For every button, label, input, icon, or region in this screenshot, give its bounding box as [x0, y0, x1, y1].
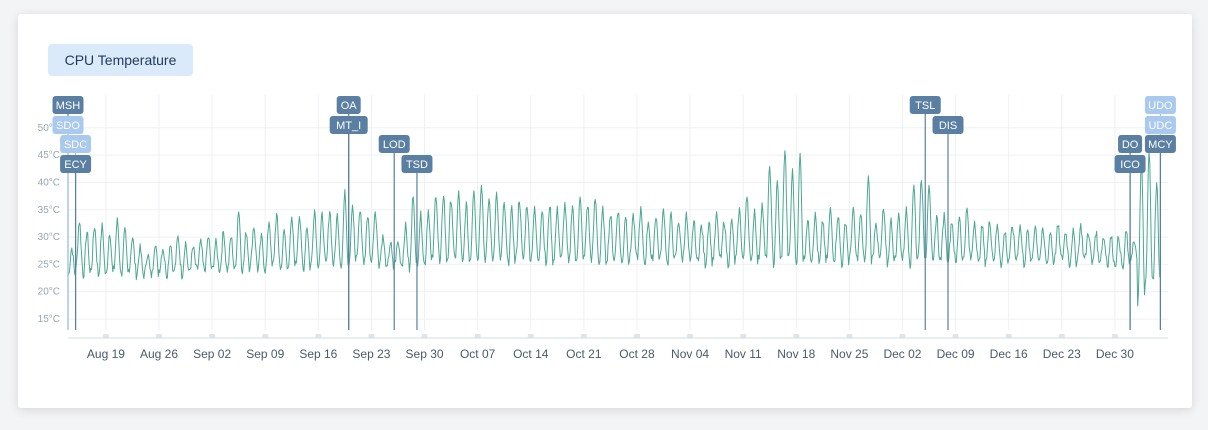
- x-tick-mark: [580, 334, 587, 338]
- x-tick-mark: [1058, 334, 1065, 338]
- x-tick-mark: [421, 334, 428, 338]
- x-tick-label: Nov 04: [671, 347, 709, 361]
- annotation-badge: [52, 96, 84, 114]
- annotation-label: MSH: [56, 100, 81, 112]
- x-tick-label: Dec 16: [990, 347, 1028, 361]
- annotation-badge: [1144, 116, 1176, 134]
- y-tick-label: 25°C: [38, 259, 60, 270]
- x-tick-label: Nov 11: [725, 347, 762, 361]
- x-tick-label: Nov 25: [830, 347, 868, 361]
- annotation-badge: [52, 116, 84, 134]
- y-tick-label: 40°C: [38, 177, 60, 188]
- y-tick-label: 15°C: [38, 314, 60, 325]
- x-tick-label: Nov 18: [777, 347, 815, 361]
- x-tick-mark: [687, 334, 694, 338]
- annotation-label: UDC: [1148, 120, 1172, 132]
- annotation-label: TSL: [915, 100, 935, 112]
- annotation-badge: [1118, 135, 1143, 153]
- x-tick-label: Oct 14: [513, 347, 549, 361]
- chart-card: CPU Temperature: [18, 14, 1192, 408]
- annotation-label: DIS: [939, 120, 957, 132]
- annotation-badge: [401, 155, 433, 173]
- x-tick-mark: [846, 334, 853, 338]
- x-tick-label: Aug 19: [87, 347, 125, 361]
- annotation-label: ICO: [1120, 159, 1140, 171]
- annotation-badge: [60, 155, 92, 173]
- annotation-badge: [329, 116, 368, 134]
- x-tick-label: Oct 07: [460, 347, 496, 361]
- x-tick-label: Dec 09: [937, 347, 975, 361]
- chart-title: CPU Temperature: [48, 44, 193, 76]
- x-tick-label: Sep 09: [246, 347, 284, 361]
- x-tick-label: Sep 16: [299, 347, 337, 361]
- x-tick-mark: [209, 334, 216, 338]
- x-tick-label: Dec 23: [1043, 347, 1081, 361]
- annotation-label: TSD: [406, 159, 428, 171]
- annotation-badge: [1144, 135, 1176, 153]
- x-tick-mark: [527, 334, 534, 338]
- x-tick-label: Sep 30: [406, 347, 444, 361]
- annotation-badge: [378, 135, 410, 153]
- annotation-badge: [336, 96, 361, 114]
- annotation-badge: [1114, 155, 1146, 173]
- annotation-label: ECY: [64, 159, 87, 171]
- annotation-badge: [932, 116, 964, 134]
- x-tick-label: Dec 02: [883, 347, 921, 361]
- x-tick-mark: [1111, 334, 1118, 338]
- y-tick-label: 45°C: [38, 150, 60, 161]
- x-tick-mark: [1005, 334, 1012, 338]
- x-tick-mark: [899, 334, 906, 338]
- x-tick-label: Oct 28: [619, 347, 655, 361]
- y-tick-label: 20°C: [38, 287, 60, 298]
- annotation-label: DO: [1122, 139, 1139, 151]
- x-tick-mark: [156, 334, 163, 338]
- x-tick-mark: [952, 334, 959, 338]
- x-tick-mark: [740, 334, 747, 338]
- annotation-label: LOD: [383, 139, 406, 151]
- annotation-badge: [1144, 96, 1176, 114]
- x-tick-mark: [102, 334, 109, 338]
- y-tick-label: 35°C: [38, 205, 60, 216]
- x-tick-mark: [793, 334, 800, 338]
- annotation-label: UDO: [1148, 100, 1173, 112]
- annotation-label: MT_I: [336, 120, 361, 132]
- annotation-label: MCY: [1148, 139, 1173, 151]
- annotation-badge: [909, 96, 941, 114]
- x-tick-mark: [633, 334, 640, 338]
- y-tick-label: 50°C: [38, 123, 60, 134]
- temperature-series-line: [67, 150, 1161, 307]
- x-tick-label: Aug 26: [140, 347, 178, 361]
- annotation-label: OA: [341, 100, 358, 112]
- x-tick-label: Dec 30: [1096, 347, 1134, 361]
- x-tick-label: Sep 23: [352, 347, 390, 361]
- x-tick-mark: [368, 334, 375, 338]
- annotation-label: SDO: [56, 120, 80, 132]
- x-tick-label: Sep 02: [193, 347, 231, 361]
- annotation-badge: [60, 135, 92, 153]
- x-tick-mark: [315, 334, 322, 338]
- y-tick-label: 30°C: [38, 232, 60, 243]
- annotation-label: SDC: [64, 139, 87, 151]
- x-tick-mark: [262, 334, 269, 338]
- x-tick-mark: [474, 334, 481, 338]
- x-tick-label: Oct 21: [566, 347, 602, 361]
